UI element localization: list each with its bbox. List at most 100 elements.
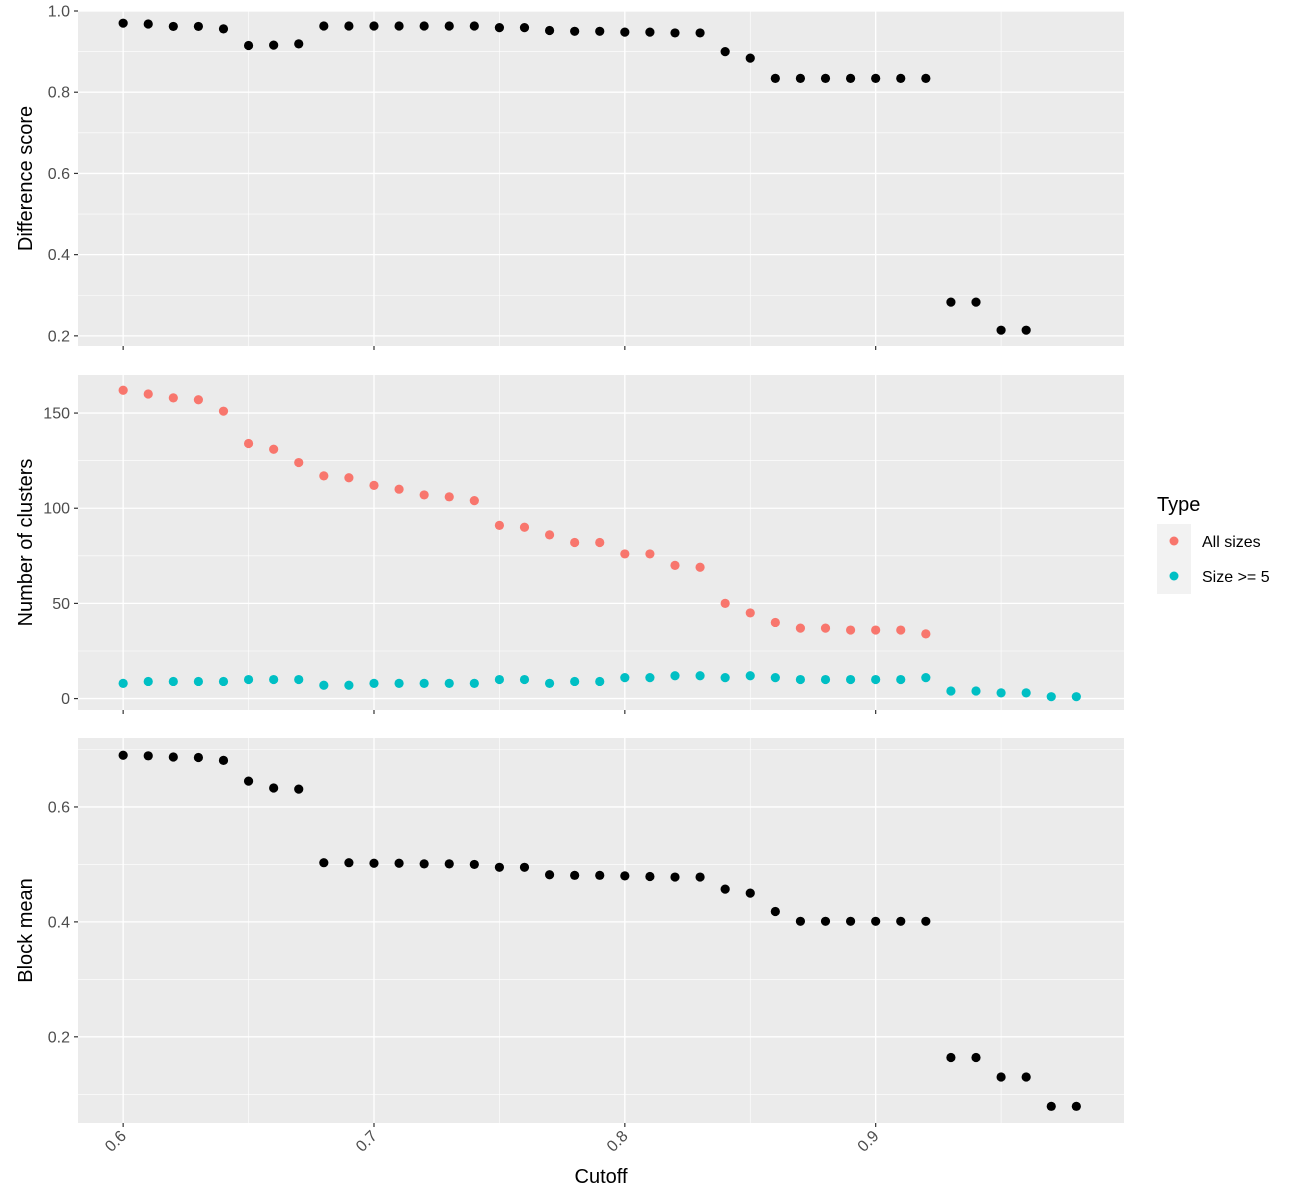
block-mean-series-point [720,884,730,894]
block-mean-series-point [871,916,881,926]
block-mean-series-point [971,1052,981,1063]
difference-score-series-point [845,73,856,84]
number-of-clusters-size-5-point [745,671,755,681]
number-of-clusters-all-sizes-point [795,623,806,633]
block-mean-series-point [243,776,254,786]
block-mean-series-point [394,858,404,868]
x-axis-title: Cutoff [575,1166,628,1188]
block-mean-series-point [770,906,780,917]
difference-score-series-point [620,27,630,37]
difference-score-series-point [745,53,755,63]
difference-score-axis-title: Difference score [15,106,37,251]
difference-score-series-point [720,47,730,57]
number-of-clusters-size-5-point [996,688,1006,698]
number-of-clusters-size-5-point [344,680,354,690]
number-of-clusters-tick-label-y: 100 [43,501,70,518]
number-of-clusters-all-sizes-point [118,385,128,395]
block-mean-series-point [519,862,530,872]
difference-score-series-point [419,21,429,31]
number-of-clusters-size-5-point [720,673,730,683]
legend-label-all-sizes: All sizes [1202,534,1261,551]
number-of-clusters-size-5-point [218,676,229,687]
block-mean-series-point [168,752,178,762]
tick-label-x: 0.7 [353,1128,381,1156]
difference-score-tick-label-y: 0.4 [48,247,70,264]
number-of-clusters-all-sizes-point [820,623,831,633]
number-of-clusters-size-5-point [143,676,153,687]
difference-score-series-point [670,28,680,38]
number-of-clusters-all-sizes-point [720,598,730,609]
block-mean-series-point [419,859,429,869]
difference-score-tick-label-y: 1.0 [48,4,70,21]
block-mean-series-point [344,858,354,868]
difference-score-series-point [369,21,379,31]
number-of-clusters-axis-title: Number of clusters [15,459,37,627]
difference-score-series-point [444,21,454,31]
block-mean-series-point [1046,1101,1056,1111]
number-of-clusters-size-5-point [494,674,505,685]
number-of-clusters-size-5-point [770,673,780,683]
legend-key-all-sizes [1169,536,1179,546]
number-of-clusters-all-sizes-point [394,484,404,494]
difference-score-series-point [243,40,254,51]
number-of-clusters-all-sizes-point [193,395,204,405]
number-of-clusters-size-5-point [369,678,379,688]
block-mean-series-point [820,916,831,926]
number-of-clusters-size-5-point [595,676,605,687]
block-mean-series-point [620,871,630,881]
legend-label-size-ge-5: Size >= 5 [1202,569,1270,586]
block-mean-axis-title: Block mean [15,878,37,983]
number-of-clusters-size-5-point [1021,688,1031,698]
number-of-clusters-size-5-point [519,674,530,685]
block-mean-series-point [670,872,680,882]
tick-label-x: 0.9 [855,1128,883,1156]
number-of-clusters-tick-label-y: 150 [43,406,70,423]
block-mean-series-point [695,872,705,882]
number-of-clusters-all-sizes-point [670,560,680,570]
difference-score-series-point [294,39,304,49]
difference-score-tick-label-y: 0.8 [48,85,70,102]
number-of-clusters-size-5-point [394,678,404,688]
difference-score-series-point [896,73,906,84]
block-mean-series-point [845,916,856,926]
number-of-clusters-all-sizes-point [143,389,153,399]
difference-score-tick-label-y: 0.6 [48,166,70,183]
number-of-clusters-all-sizes-point [745,608,755,618]
block-mean-series-point [795,916,806,926]
number-of-clusters-all-sizes-point [620,549,630,559]
difference-score-series-point [544,25,555,36]
difference-score-series-point [820,73,831,84]
number-of-clusters-size-5-point [971,686,981,696]
block-mean-series-point [269,783,279,793]
difference-score-series-point [645,27,655,37]
number-of-clusters-all-sizes-point [419,490,429,500]
number-of-clusters-size-5-point [1046,692,1056,702]
block-mean-series-point [369,858,379,868]
number-of-clusters-size-5-point [544,678,555,688]
number-of-clusters-all-sizes-point [896,625,906,635]
block-mean-series-point [444,859,454,869]
block-mean-series-point [645,871,655,882]
block-mean-series-point [745,888,755,898]
block-mean-series-point [946,1052,956,1063]
number-of-clusters-size-5-point [896,674,906,685]
number-of-clusters-size-5-point [1071,692,1081,702]
difference-score-panel-background [78,11,1124,346]
number-of-clusters-size-5-point [319,680,329,690]
block-mean-series-point [896,916,906,926]
tick-label-x: 0.8 [604,1128,632,1156]
difference-score-series-point [469,21,479,31]
difference-score-series-point [946,297,956,307]
number-of-clusters-all-sizes-point [218,406,229,416]
number-of-clusters-size-5-point [294,674,304,685]
legend: Type All sizes Size >= 5 [1157,494,1270,594]
block-mean-series-point [570,870,580,880]
number-of-clusters-size-5-point [168,676,178,687]
number-of-clusters-all-sizes-point [494,520,505,530]
legend-key-background [1157,524,1191,594]
tick-label-x: 0.6 [102,1128,130,1156]
block-mean-tick-label-y: 0.4 [48,914,70,931]
block-mean-series-point [319,858,329,868]
difference-score-series-point [344,21,354,31]
number-of-clusters-all-sizes-point [695,562,705,572]
